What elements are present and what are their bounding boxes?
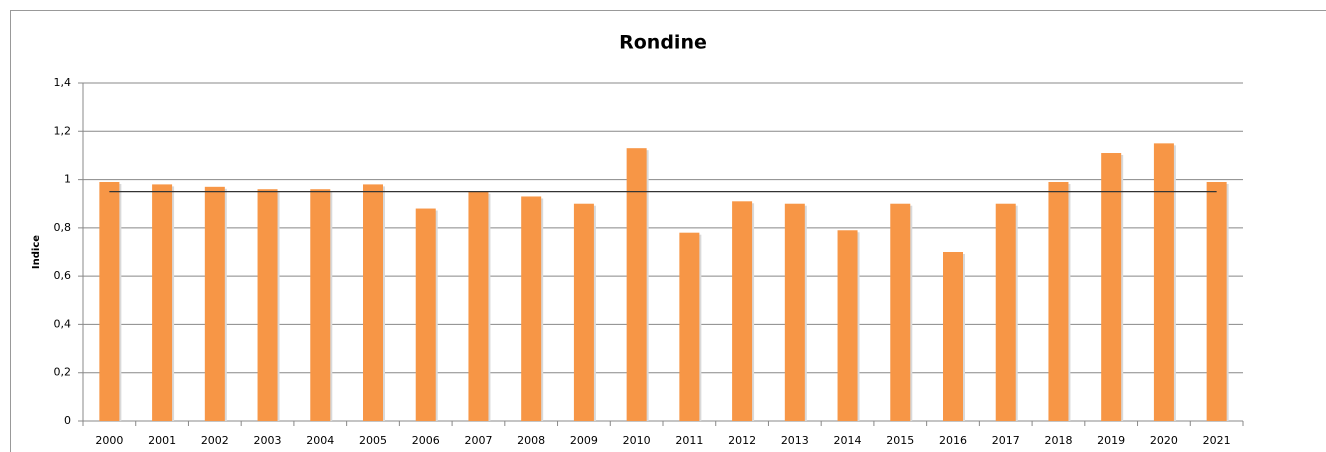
y-tick-label: 1,2 (54, 124, 72, 137)
bar (363, 184, 383, 421)
y-tick-label: 0,4 (54, 317, 72, 330)
x-tick-label: 2005 (359, 434, 387, 447)
x-tick-label: 2004 (306, 434, 334, 447)
y-tick-label: 0,2 (54, 366, 72, 379)
x-tick-label: 2019 (1097, 434, 1125, 447)
x-tick-label: 2001 (148, 434, 176, 447)
chart-title: Rondine (619, 32, 707, 54)
x-tick-label: 2014 (834, 434, 862, 447)
y-tick-label: 0,6 (54, 269, 72, 282)
bar (679, 232, 700, 421)
x-tick-label: 2007 (464, 434, 492, 447)
bar (890, 203, 911, 421)
bar (1048, 181, 1069, 421)
y-tick-label: 0 (64, 414, 71, 427)
x-tick-label: 2000 (95, 434, 123, 447)
bar (415, 208, 436, 421)
bar (1206, 181, 1227, 421)
bar (310, 189, 331, 421)
x-tick-label: 2013 (781, 434, 809, 447)
bar (1101, 153, 1122, 421)
bar (152, 184, 173, 421)
x-tick-label: 2012 (728, 434, 756, 447)
x-tick-label: 2021 (1203, 434, 1231, 447)
bar (1153, 143, 1174, 421)
x-tick-label: 2011 (675, 434, 703, 447)
x-tick-label: 2002 (201, 434, 229, 447)
x-tick-label: 2009 (570, 434, 598, 447)
x-tick-label: 2008 (517, 434, 545, 447)
bar (784, 203, 805, 421)
bar (995, 203, 1016, 421)
x-tick-label: 2020 (1150, 434, 1178, 447)
x-tick-label: 2018 (1044, 434, 1072, 447)
y-tick-label: 0,8 (54, 221, 72, 234)
bar (732, 201, 753, 421)
x-tick-label: 2016 (939, 434, 967, 447)
bar (837, 230, 858, 421)
bar (468, 191, 489, 421)
x-tick-label: 2017 (992, 434, 1020, 447)
bar (573, 203, 594, 421)
y-axis-label: Indice (31, 235, 42, 269)
bar (257, 189, 278, 421)
bar (626, 148, 647, 421)
y-tick-label: 1,4 (54, 76, 72, 89)
y-tick-label: 1 (64, 173, 71, 186)
x-tick-label: 2003 (254, 434, 282, 447)
bar (204, 186, 225, 421)
x-tick-label: 2015 (886, 434, 914, 447)
bar (943, 252, 963, 421)
bar (521, 196, 542, 421)
x-tick-label: 2006 (412, 434, 440, 447)
bar (99, 181, 120, 421)
x-tick-label: 2010 (623, 434, 651, 447)
